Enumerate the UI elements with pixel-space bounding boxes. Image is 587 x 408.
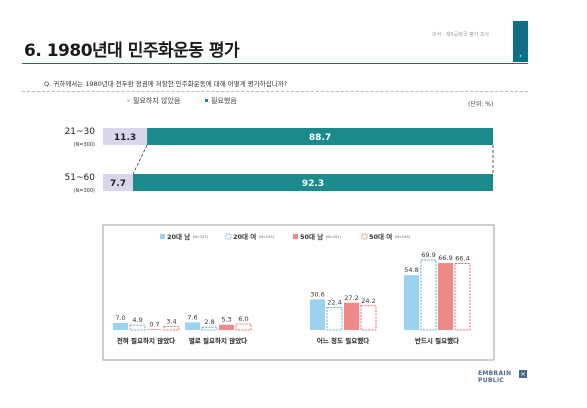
grouped-bar-value: 54.8: [404, 266, 418, 274]
category-label: 전혀 필요하지 않았다: [117, 336, 175, 345]
category-label: 어느 정도 필요했다: [317, 336, 369, 345]
logo-mark-glyph: ✕: [520, 370, 526, 378]
grouped-bar: [129, 324, 146, 331]
grouped-bar: [235, 323, 252, 331]
grouped-bar: [360, 305, 377, 331]
legend-label-series: 20대 여: [233, 232, 256, 241]
bar-value-label: 88.7: [309, 133, 331, 143]
grouped-bar-value: 4.9: [132, 316, 142, 324]
connector-line-left: [132, 144, 148, 175]
legend-label-series: 50대 여: [369, 232, 392, 241]
grouped-bar: [113, 322, 128, 330]
bar-value-label: 7.7: [110, 179, 126, 189]
bar-value-label: 11.3: [114, 133, 136, 143]
grouped-bar-value: 66.9: [438, 254, 452, 262]
logo-line2: PUBLIC: [478, 377, 505, 384]
header-nav-box: ›: [513, 21, 528, 62]
grouped-bar-value: 27.2: [344, 294, 358, 302]
category-label: 별로 필요하지 않았다: [189, 336, 247, 345]
logo-mark-icon: ✕: [519, 370, 527, 378]
logo-line1: EMBRAIN: [478, 370, 512, 377]
row-label: 51~60: [65, 173, 96, 183]
chevron-right-icon: ›: [519, 52, 522, 60]
legend-n-series: (N=151): [326, 235, 342, 239]
bar-segment-needed: [147, 128, 493, 145]
grouped-chart-frame: [102, 224, 495, 361]
unit-label: (단위: %): [468, 100, 493, 108]
grouped-bar: [185, 322, 200, 330]
grouped-bar-value: 6.0: [238, 315, 248, 323]
page-title: 6. 1980년대 민주화운동 평가: [24, 41, 240, 61]
grouped-bar-value: 3.4: [166, 318, 176, 326]
legend-label-not-needed: 필요하지 않았음: [133, 96, 181, 105]
bar-segment-needed: [133, 174, 493, 191]
grouped-bar-value: 22.4: [327, 299, 341, 307]
grouped-bar-value: 24.2: [361, 297, 375, 305]
grouped-bar: [454, 263, 471, 331]
header-subtitle: 의식 · 제5공화국 평가 조사: [432, 32, 490, 38]
grouped-bar-value: 7.6: [187, 313, 197, 321]
grouped-bar-value: 66.4: [455, 255, 469, 263]
grouped-bar: [163, 326, 180, 331]
grouped-bar: [404, 275, 419, 330]
grouped-bar: [344, 302, 359, 330]
grouped-bar: [420, 259, 437, 331]
legend-swatch-not-needed: [127, 99, 130, 102]
legend-swatch-needed: [205, 99, 208, 102]
legend-n-series: (N=157): [193, 235, 209, 239]
grouped-bar-value: 5.3: [221, 316, 231, 324]
row-label: 21~30: [65, 127, 96, 137]
legend-swatch-series: [225, 233, 232, 240]
question-text: Q. 귀하께서는 1980년대 전두환 정권에 저항한 민주화운동에 대해 어떻…: [44, 80, 288, 88]
legend-label-series: 50대 남: [300, 232, 323, 241]
legend-swatch-series: [160, 234, 165, 239]
grouped-bar: [219, 324, 234, 330]
grouped-bar: [147, 329, 162, 330]
category-label: 반드시 필요했다: [415, 336, 459, 345]
grouped-bar: [326, 307, 343, 331]
grouped-bar-value: 0.7: [149, 320, 159, 328]
grouped-bar: [201, 326, 218, 331]
legend-n-series: (N=149): [395, 235, 411, 239]
header-divider: [22, 63, 528, 64]
grouped-bar: [310, 299, 325, 330]
legend-label-series: 20대 남: [167, 232, 190, 241]
grouped-bar-value: 7.0: [115, 314, 125, 322]
legend-label-needed: 필요했음: [211, 96, 237, 105]
row-sublabel: (N=300): [74, 142, 95, 148]
company-logo: EMBRAIN PUBLIC: [478, 370, 511, 384]
row-sublabel: (N=300): [74, 188, 95, 194]
grouped-bar-value: 69.9: [421, 251, 435, 259]
legend-swatch-series: [293, 234, 298, 239]
bar-segment-not-needed: [103, 174, 134, 191]
legend-n-series: (N=143): [259, 235, 275, 239]
bar-value-label: 92.3: [302, 179, 324, 189]
bar-segment-not-needed: [103, 128, 148, 145]
grouped-bar-value: 2.8: [204, 318, 214, 326]
legend-swatch-series: [361, 233, 368, 240]
grouped-bar-value: 30.6: [310, 290, 324, 298]
question-divider: [22, 91, 528, 92]
grouped-bar: [438, 263, 453, 330]
